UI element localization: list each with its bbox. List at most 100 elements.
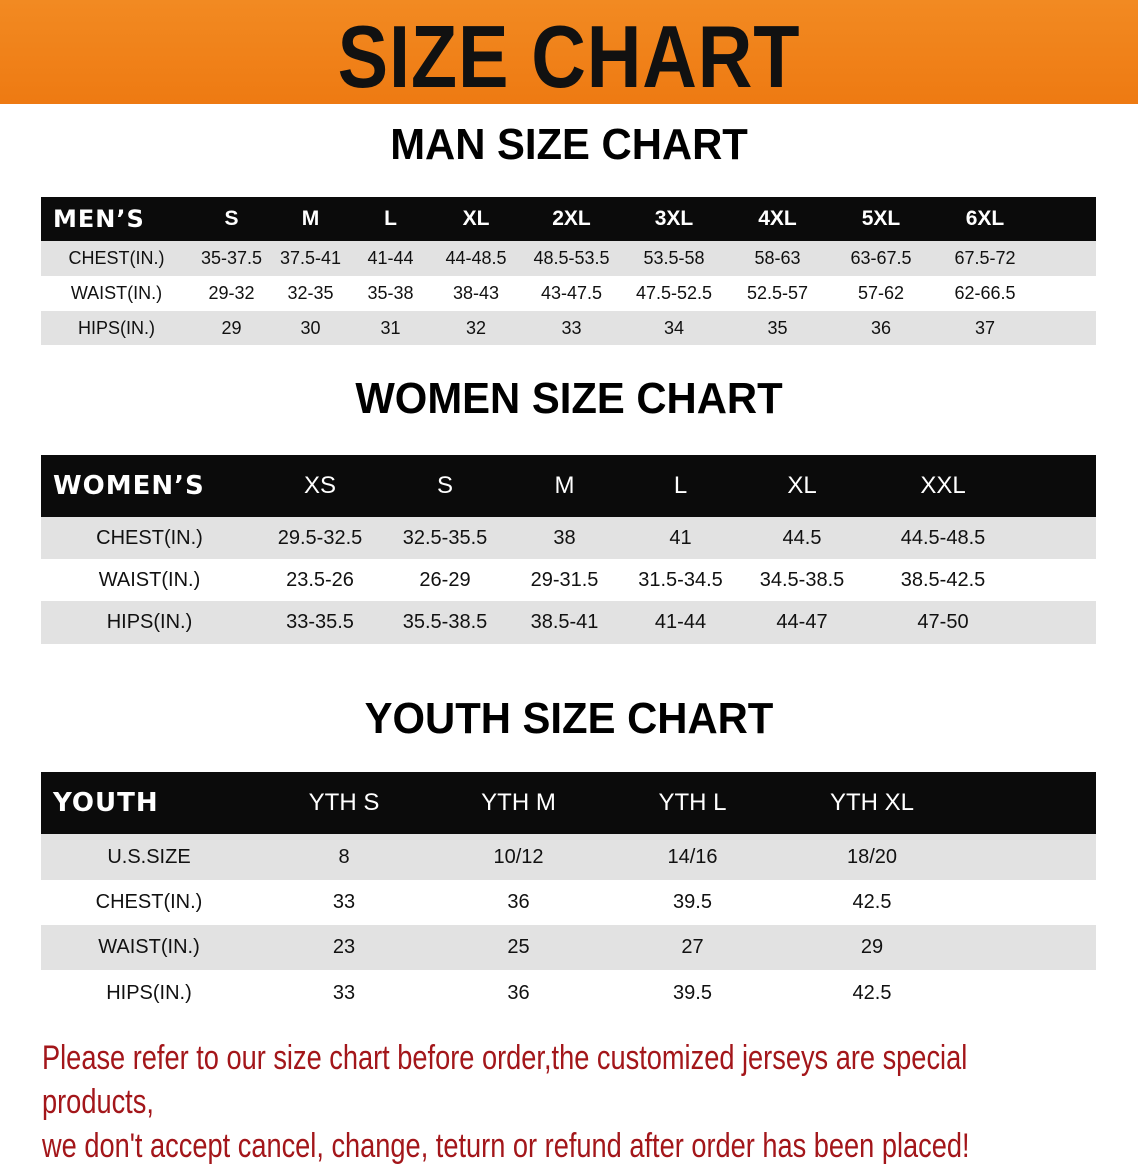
measurement-cell: 38.5-41 xyxy=(508,601,621,644)
empty-cell xyxy=(1022,517,1096,559)
measurement-cell: 42.5 xyxy=(779,970,965,1016)
measurement-cell: 29-32 xyxy=(192,276,271,311)
empty-cell xyxy=(1037,276,1096,311)
measurement-cell: 34 xyxy=(622,311,726,345)
size-header-cell: 2XL xyxy=(521,197,622,241)
measurement-cell: 63-67.5 xyxy=(829,241,933,276)
size-header-cell: XS xyxy=(258,455,382,517)
size-header-cell: L xyxy=(621,455,740,517)
measurement-cell: 36 xyxy=(431,970,606,1016)
measurement-cell: 31 xyxy=(350,311,431,345)
table-row: WAIST(IN.) 23.5-26 26-29 29-31.5 31.5-34.5 34… xyxy=(41,559,1096,601)
measurement-cell: 32-35 xyxy=(271,276,350,311)
measurement-cell: 36 xyxy=(829,311,933,345)
measurement-cell: 26-29 xyxy=(382,559,508,601)
table-row: WAIST(IN.) 29-32 32-35 35-38 38-43 43-47.5 47.… xyxy=(41,276,1096,311)
measurement-cell: 31.5-34.5 xyxy=(621,559,740,601)
row-label: CHEST(IN.) xyxy=(41,880,257,925)
size-header-cell: S xyxy=(382,455,508,517)
row-label: WAIST(IN.) xyxy=(41,276,192,311)
women-section-title: WOMEN SIZE CHART xyxy=(355,374,783,423)
size-header-cell: L xyxy=(350,197,431,241)
men-size-table: MEN’S S M L XL 2XL 3XL 4XL 5XL 6XL CHEST(IN.) 35-37… xyxy=(41,197,1096,345)
youth-section-title: YOUTH SIZE CHART xyxy=(364,694,774,743)
measurement-cell: 29 xyxy=(779,925,965,970)
measurement-cell: 48.5-53.5 xyxy=(521,241,622,276)
measurement-cell: 29-31.5 xyxy=(508,559,621,601)
measurement-cell: 14/16 xyxy=(606,834,779,880)
measurement-cell: 42.5 xyxy=(779,880,965,925)
measurement-cell: 67.5-72 xyxy=(933,241,1037,276)
row-label: WAIST(IN.) xyxy=(41,925,257,970)
row-label: CHEST(IN.) xyxy=(41,241,192,276)
measurement-cell: 53.5-58 xyxy=(622,241,726,276)
notice-line-2: we don't accept cancel, change, teturn o… xyxy=(42,1127,970,1165)
measurement-cell: 44.5 xyxy=(740,517,864,559)
table-row: CHEST(IN.) 35-37.5 37.5-41 41-44 44-48.5 48.5… xyxy=(41,241,1096,276)
women-size-table: WOMEN’S XS S M L XL XXL CHEST(IN.) 29.5-32.5 32.5… xyxy=(41,455,1096,644)
empty-cell xyxy=(1037,311,1096,345)
table-corner-label: MEN’S xyxy=(41,197,192,241)
measurement-cell: 35 xyxy=(726,311,829,345)
measurement-cell: 39.5 xyxy=(606,880,779,925)
empty-cell xyxy=(965,925,1096,970)
measurement-cell: 47-50 xyxy=(864,601,1022,644)
order-notice: Please refer to our size chart before or… xyxy=(42,1036,1082,1168)
table-row: CHEST(IN.) 33 36 39.5 42.5 xyxy=(41,880,1096,925)
size-header-cell: YTH S xyxy=(257,772,431,834)
empty-cell xyxy=(965,880,1096,925)
table-row: HIPS(IN.) 29 30 31 32 33 34 35 36 37 xyxy=(41,311,1096,345)
measurement-cell: 33 xyxy=(257,970,431,1016)
empty-cell xyxy=(1037,241,1096,276)
table-row: HIPS(IN.) 33 36 39.5 42.5 xyxy=(41,970,1096,1016)
size-header-cell: YTH L xyxy=(606,772,779,834)
size-header-cell: YTH XL xyxy=(779,772,965,834)
measurement-cell: 32.5-35.5 xyxy=(382,517,508,559)
measurement-cell: 35.5-38.5 xyxy=(382,601,508,644)
row-label: HIPS(IN.) xyxy=(41,601,258,644)
measurement-cell: 32 xyxy=(431,311,521,345)
measurement-cell: 23 xyxy=(257,925,431,970)
size-header-cell: 5XL xyxy=(829,197,933,241)
measurement-cell: 29.5-32.5 xyxy=(258,517,382,559)
measurement-cell: 58-63 xyxy=(726,241,829,276)
row-label: WAIST(IN.) xyxy=(41,559,258,601)
measurement-cell: 8 xyxy=(257,834,431,880)
size-header-cell: 3XL xyxy=(622,197,726,241)
measurement-cell: 25 xyxy=(431,925,606,970)
row-label: CHEST(IN.) xyxy=(41,517,258,559)
measurement-cell: 57-62 xyxy=(829,276,933,311)
measurement-cell: 34.5-38.5 xyxy=(740,559,864,601)
header-row: YOUTH YTH S YTH M YTH L YTH XL xyxy=(41,772,1096,834)
empty-cell xyxy=(1022,601,1096,644)
measurement-cell: 33-35.5 xyxy=(258,601,382,644)
measurement-cell: 41-44 xyxy=(350,241,431,276)
measurement-cell: 37.5-41 xyxy=(271,241,350,276)
measurement-cell: 41 xyxy=(621,517,740,559)
size-header-cell: M xyxy=(271,197,350,241)
measurement-cell: 33 xyxy=(521,311,622,345)
measurement-cell: 10/12 xyxy=(431,834,606,880)
empty-cell xyxy=(965,834,1096,880)
measurement-cell: 29 xyxy=(192,311,271,345)
header-row: WOMEN’S XS S M L XL XXL xyxy=(41,455,1096,517)
table-row: U.S.SIZE 8 10/12 14/16 18/20 xyxy=(41,834,1096,880)
measurement-cell: 35-38 xyxy=(350,276,431,311)
size-header-cell: YTH M xyxy=(431,772,606,834)
table-corner-label: YOUTH xyxy=(41,772,257,834)
measurement-cell: 41-44 xyxy=(621,601,740,644)
measurement-cell: 47.5-52.5 xyxy=(622,276,726,311)
men-section-title: MAN SIZE CHART xyxy=(390,120,748,169)
measurement-cell: 27 xyxy=(606,925,779,970)
youth-size-table: YOUTH YTH S YTH M YTH L YTH XL U.S.SIZE 8 10/12… xyxy=(41,772,1096,1016)
empty-cell xyxy=(965,970,1096,1016)
measurement-cell: 39.5 xyxy=(606,970,779,1016)
size-header-cell: 4XL xyxy=(726,197,829,241)
measurement-cell: 44.5-48.5 xyxy=(864,517,1022,559)
size-chart-banner: SIZE CHART xyxy=(0,0,1138,106)
measurement-cell: 44-47 xyxy=(740,601,864,644)
row-label: U.S.SIZE xyxy=(41,834,257,880)
empty-cell xyxy=(1037,197,1096,241)
measurement-cell: 18/20 xyxy=(779,834,965,880)
measurement-cell: 35-37.5 xyxy=(192,241,271,276)
